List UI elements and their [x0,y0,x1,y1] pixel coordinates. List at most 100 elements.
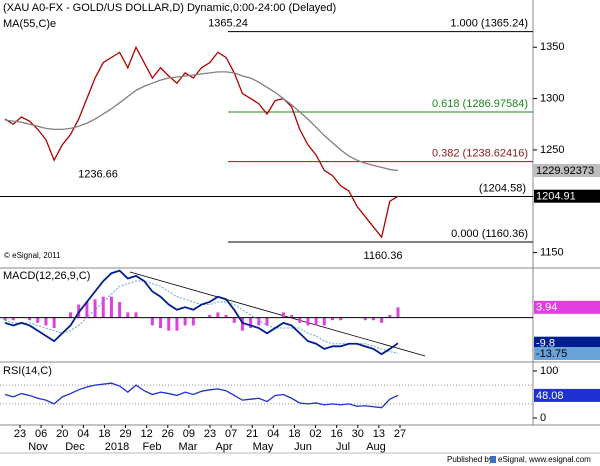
series-line [4,71,399,172]
value-box [534,164,600,178]
histogram-bar [298,317,302,323]
histogram-bar [208,315,212,318]
price-annotation: 1236.66 [78,169,118,181]
histogram-bar [134,312,138,318]
footer-logo [490,456,496,463]
x-tick-label: 04 [77,428,89,440]
histogram-bar [290,315,294,318]
histogram-bar [216,312,220,318]
copyright: © eSignal, 2011 [4,251,61,260]
value-box [534,189,600,203]
x-month-label: Nov [28,441,48,453]
x-tick-label: 20 [56,428,68,440]
series-line [4,382,399,409]
fib-level-label: 1.000 (1365.24) [450,17,528,29]
x-month-label: Mar [179,441,198,453]
value-box-label: 1229.92373 [536,165,594,177]
histogram-bar [28,317,32,321]
trend-line [129,271,426,357]
histogram-bar [126,312,130,318]
horizontal-line-label: (1204.58) [479,182,526,194]
histogram-bar [257,317,261,326]
ma-label: MA(55,C)e [3,18,56,30]
histogram-bar [396,307,400,318]
value-box-label: 1204.91 [536,191,576,203]
chart-title: (XAU A0-FX - GOLD/US DOLLAR,D) Dynamic,0… [3,2,336,14]
y-tick-label: 1300 [540,92,564,104]
histogram-bar [339,317,343,321]
histogram-bar [52,317,56,329]
x-tick-label: 18 [98,428,110,440]
histogram-bar [249,317,253,329]
y-tick-label: 0 [540,412,546,424]
histogram-bar [363,317,367,321]
histogram-bar [44,317,48,326]
value-box [534,347,600,361]
value-box-label: 48.08 [536,390,564,402]
x-tick-label: 23 [204,428,216,440]
x-tick-label: 26 [162,428,174,440]
price-annotation: 1160.36 [364,250,403,262]
x-tick-label: 06 [35,428,47,440]
histogram-bar [3,317,7,321]
x-tick-label: 07 [225,428,237,440]
fib-level-label: 0.000 (1160.36) [451,228,528,240]
x-tick-label: 13 [373,428,385,440]
histogram-bar [322,317,326,326]
rsi-title: RSI(14,C) [3,365,52,377]
histogram-bar [306,317,310,326]
x-tick-label: 18 [288,428,300,440]
x-tick-label: 09 [183,428,195,440]
histogram-bar [109,296,113,318]
macd-title: MACD(12,26,9,C) [3,270,90,282]
histogram-bar [11,317,15,321]
histogram-bar [331,317,334,321]
histogram-bar [69,312,72,318]
value-box [534,300,600,314]
histogram-bar [159,317,163,329]
x-tick-label: 16 [331,428,343,440]
histogram-bar [101,296,105,318]
footer-brand: eSignal, [498,455,527,464]
histogram-bar [36,317,40,323]
value-box-label: 3.94 [536,302,557,314]
histogram-bar [281,312,285,318]
x-tick-label: 30 [352,428,364,440]
x-month-label: Feb [143,441,162,453]
histogram-bar [388,315,392,318]
value-box [534,336,600,350]
histogram-bar [371,317,375,321]
histogram-bar [175,317,179,331]
x-month-label: Apr [215,441,232,453]
histogram-bar [380,317,384,323]
histogram-bar [314,317,318,326]
histogram-bar [191,317,195,326]
x-month-label: Jul [336,441,350,453]
y-tick-label: 1250 [540,144,564,156]
x-month-label: Jun [294,441,312,453]
histogram-bar [150,317,154,326]
fib-level-label: 0.618 (1286.97584) [432,98,528,110]
x-month-label: May [253,441,274,453]
histogram-bar [93,299,97,318]
histogram-bar [240,317,244,331]
x-tick-label: 27 [394,428,406,440]
fib-level-label: 0.382 (1238.62416) [432,148,528,160]
footer-published: Published by [447,455,493,464]
value-box [534,388,600,402]
x-tick-label: 04 [267,428,279,440]
histogram-bar [232,317,236,323]
x-tick-label: 02 [309,428,321,440]
footer-site: www.esignal.com [528,455,591,464]
x-tick-label: 21 [246,428,258,440]
value-box-label: -9.8 [536,338,555,350]
x-month-label: 2018 [105,441,129,453]
price-annotation: 1365.24 [208,17,248,29]
y-tick-label: 1150 [540,247,564,259]
series-line [4,269,399,356]
x-month-label: Dec [65,441,85,453]
x-month-label: Aug [366,441,386,453]
histogram-bar [265,317,269,326]
